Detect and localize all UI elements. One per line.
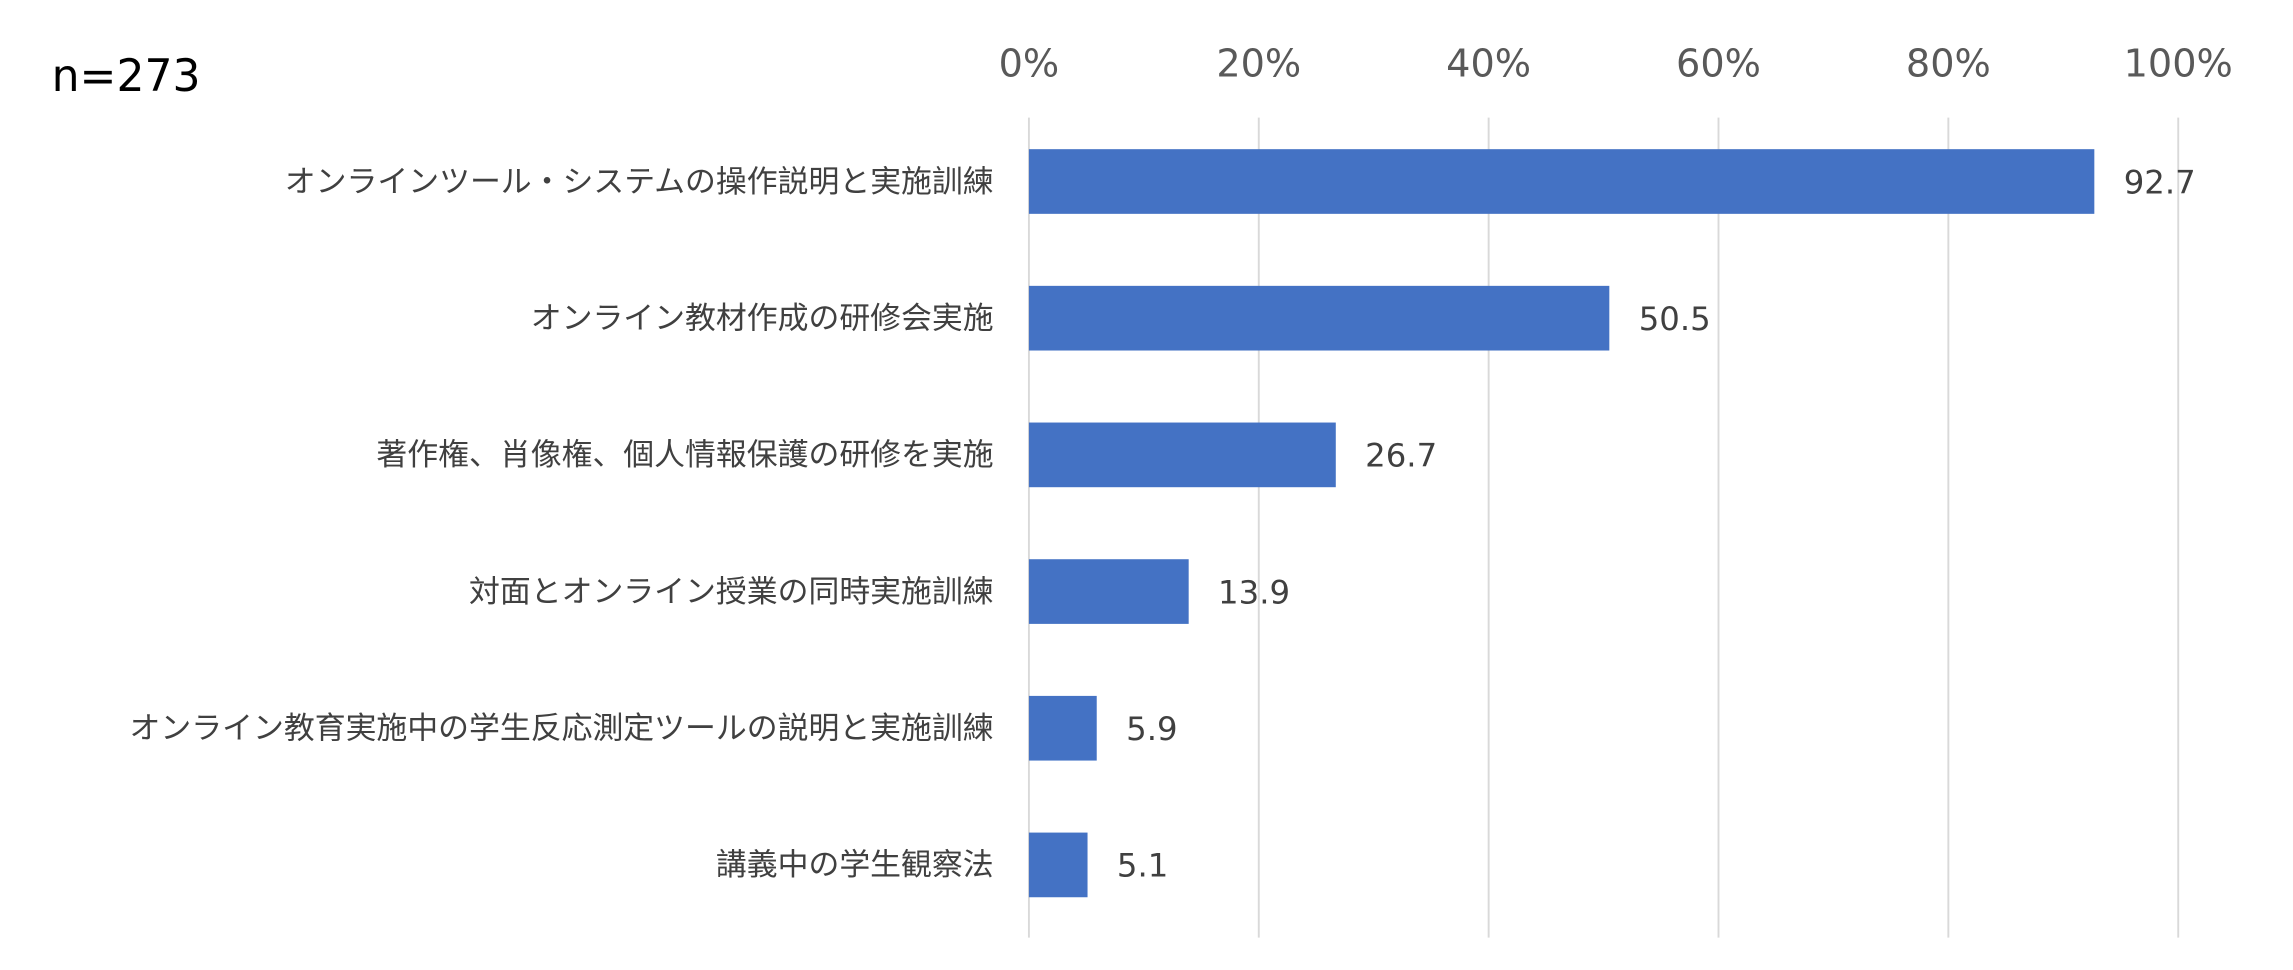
- x-tick-label: 60%: [1676, 42, 1761, 86]
- category-label: オンラインツール・システムの操作説明と実施訓練: [285, 164, 994, 200]
- bar: [1028, 832, 1088, 898]
- category-label: 講義中の学生観察法: [716, 847, 994, 883]
- category-label: オンライン教育実施中の学生反応測定ツールの説明と実施訓練: [130, 711, 994, 747]
- value-label: 26.7: [1365, 437, 1437, 475]
- bars: オンラインツール・システムの操作説明と実施訓練 92.7 オンライン教材作成の研修会…: [130, 149, 2196, 898]
- value-label: 5.9: [1126, 710, 1177, 748]
- category-label: 著作権、肖像権、個人情報保護の研修を実施: [376, 437, 993, 473]
- bar: [1028, 695, 1097, 761]
- x-tick-label: 40%: [1446, 42, 1531, 86]
- x-tick-label: 100%: [2124, 42, 2233, 86]
- x-axis-ticks: 0% 20% 40% 60% 80% 100%: [999, 42, 2233, 86]
- bar: [1028, 422, 1336, 488]
- value-label: 13.9: [1218, 573, 1290, 611]
- x-tick-label: 0%: [999, 42, 1060, 86]
- sample-size-label: n=273: [52, 51, 201, 102]
- category-label: オンライン教材作成の研修会実施: [531, 300, 994, 336]
- x-tick-label: 80%: [1906, 42, 1991, 86]
- bar: [1028, 285, 1610, 351]
- value-label: 92.7: [2124, 163, 2196, 201]
- value-label: 5.1: [1117, 847, 1168, 885]
- value-label: 50.5: [1639, 300, 1711, 338]
- category-label: 対面とオンライン授業の同時実施訓練: [469, 574, 994, 610]
- bar: [1028, 149, 2095, 214]
- x-tick-label: 20%: [1216, 42, 1301, 86]
- bar: [1028, 559, 1189, 624]
- gridlines: [1027, 117, 2180, 938]
